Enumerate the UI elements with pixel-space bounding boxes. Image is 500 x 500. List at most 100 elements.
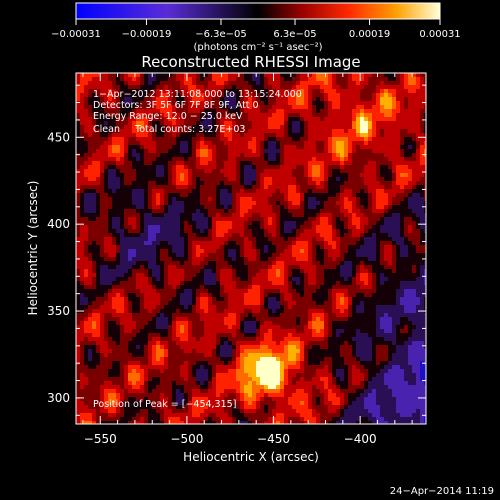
heatmap-cell	[388, 113, 392, 117]
heatmap-cell	[212, 121, 216, 125]
heatmap-cell	[96, 221, 100, 225]
heatmap-cell	[112, 85, 116, 89]
heatmap-cell	[356, 153, 360, 157]
heatmap-cell	[112, 177, 116, 181]
heatmap-cell	[236, 229, 240, 233]
heatmap-cell	[292, 105, 296, 109]
heatmap-cell	[92, 201, 96, 205]
heatmap-cell	[192, 193, 196, 197]
heatmap-cell	[80, 169, 84, 173]
heatmap-cell	[152, 221, 156, 225]
heatmap-cell	[212, 277, 216, 281]
heatmap-cell	[144, 121, 148, 125]
heatmap-cell	[164, 205, 168, 209]
heatmap-cell	[280, 221, 284, 225]
heatmap-cell	[120, 121, 124, 125]
heatmap-cell	[172, 217, 176, 221]
heatmap-cell	[152, 253, 156, 257]
heatmap-cell	[188, 109, 192, 113]
heatmap-cell	[420, 77, 424, 81]
heatmap-cell	[88, 281, 92, 285]
heatmap-cell	[200, 81, 204, 85]
heatmap-cell	[248, 253, 252, 257]
heatmap-cell	[120, 269, 124, 273]
heatmap-cell	[220, 169, 224, 173]
heatmap-cell	[272, 193, 276, 197]
heatmap-cell	[264, 93, 268, 97]
heatmap-cell	[204, 97, 208, 101]
heatmap-cell	[268, 117, 272, 121]
heatmap-cell	[340, 185, 344, 189]
heatmap-cell	[384, 137, 388, 141]
heatmap-cell	[312, 277, 316, 281]
heatmap-cell	[212, 293, 216, 297]
heatmap-cell	[96, 129, 100, 133]
heatmap-cell	[252, 261, 256, 265]
heatmap-cell	[344, 169, 348, 173]
heatmap-cell	[200, 205, 204, 209]
heatmap-cell	[80, 121, 84, 125]
heatmap-cell	[160, 213, 164, 217]
heatmap-cell	[380, 81, 384, 85]
heatmap-cell	[140, 241, 144, 245]
heatmap-cell	[192, 237, 196, 241]
heatmap-cell	[372, 257, 376, 261]
heatmap-cell	[400, 153, 404, 157]
heatmap-cell	[404, 189, 408, 193]
heatmap-cell	[352, 81, 356, 85]
heatmap-cell	[92, 121, 96, 125]
heatmap-cell	[260, 293, 264, 297]
heatmap-cell	[364, 265, 368, 269]
heatmap-cell	[360, 105, 364, 109]
heatmap-cell	[224, 273, 228, 277]
heatmap-cell	[140, 109, 144, 113]
heatmap-cell	[256, 297, 260, 301]
heatmap-cell	[192, 105, 196, 109]
heatmap-cell	[404, 273, 408, 277]
heatmap-cell	[332, 281, 336, 285]
heatmap-cell	[224, 281, 228, 285]
heatmap-cell	[188, 293, 192, 297]
heatmap-cell	[300, 209, 304, 213]
heatmap-cell	[248, 177, 252, 181]
heatmap-cell	[188, 145, 192, 149]
heatmap-cell	[396, 193, 400, 197]
heatmap-cell	[176, 217, 180, 221]
heatmap-cell	[316, 225, 320, 229]
heatmap-cell	[196, 269, 200, 273]
heatmap-cell	[252, 297, 256, 301]
heatmap-cell	[140, 153, 144, 157]
heatmap-cell	[120, 125, 124, 129]
heatmap-cell	[276, 137, 280, 141]
heatmap-cell	[232, 101, 236, 105]
heatmap-cell	[240, 81, 244, 85]
heatmap-cell	[124, 117, 128, 121]
heatmap-cell	[324, 173, 328, 177]
heatmap-cell	[272, 177, 276, 181]
heatmap-cell	[204, 213, 208, 217]
heatmap-cell	[112, 261, 116, 265]
heatmap-cell	[168, 221, 172, 225]
heatmap-cell	[280, 285, 284, 289]
heatmap-cell	[244, 101, 248, 105]
heatmap-cell	[352, 181, 356, 185]
heatmap-cell	[144, 169, 148, 173]
heatmap-cell	[88, 133, 92, 137]
heatmap-cell	[336, 161, 340, 165]
heatmap-cell	[316, 261, 320, 265]
heatmap-cell	[332, 249, 336, 253]
heatmap-cell	[420, 289, 424, 293]
heatmap-cell	[372, 121, 376, 125]
heatmap-cell	[356, 93, 360, 97]
heatmap-cell	[372, 233, 376, 237]
heatmap-cell	[332, 129, 336, 133]
heatmap-cell	[340, 81, 344, 85]
heatmap-cell	[192, 297, 196, 301]
heatmap-cell	[336, 81, 340, 85]
heatmap-cell	[108, 189, 112, 193]
heatmap-cell	[148, 241, 152, 245]
heatmap-cell	[252, 269, 256, 273]
heatmap-cell	[332, 153, 336, 157]
heatmap-cell	[132, 113, 136, 117]
heatmap-cell	[100, 273, 104, 277]
